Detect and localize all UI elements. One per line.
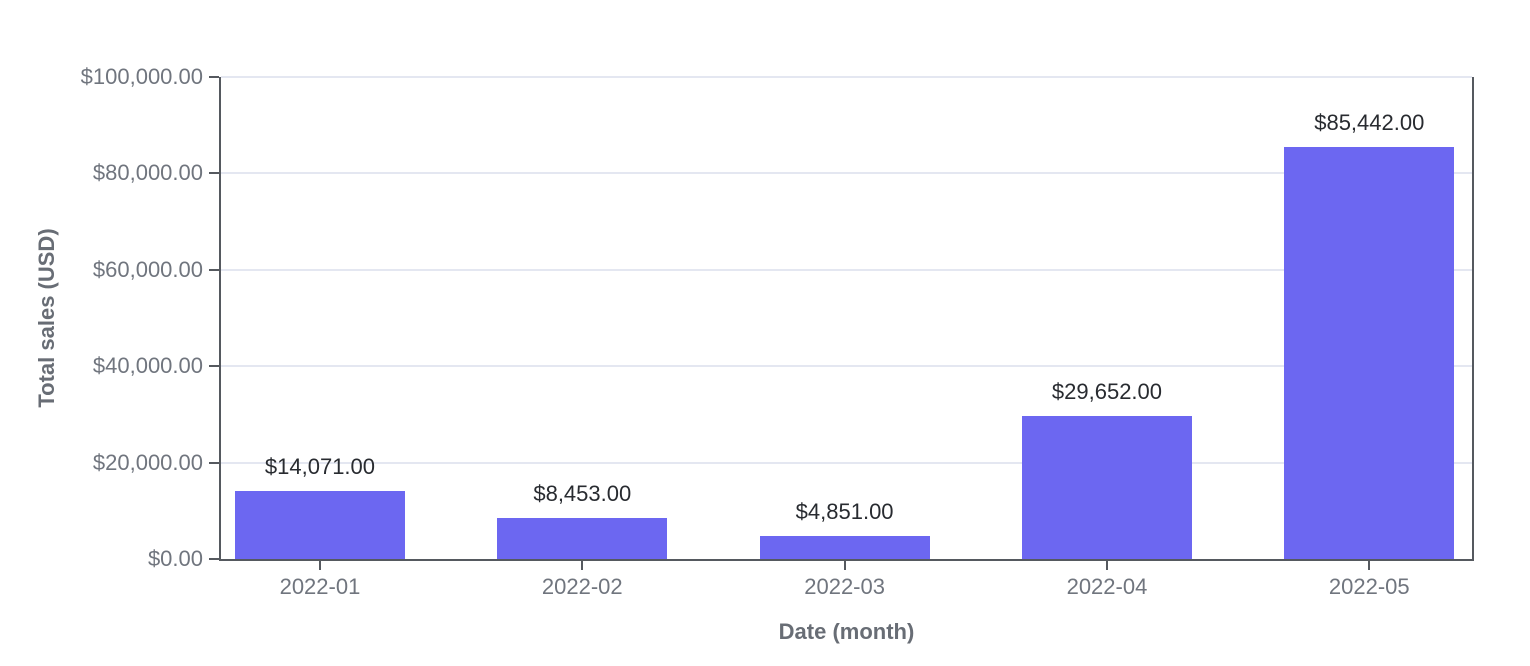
plot-area: $14,071.00 $8,453.00 $4,851.00 $29,652.00 $8… <box>219 76 1474 561</box>
bar-value-label: $29,652.00 <box>1051 379 1163 405</box>
bar-value-label: $4,851.00 <box>795 498 894 524</box>
y-tick-label: $100,000.00 <box>80 64 203 89</box>
x-tick-label-2022-05: 2022-05 <box>1328 574 1410 599</box>
y-tick-mark <box>209 268 219 271</box>
y-axis-title: Total sales (USD) <box>34 228 59 408</box>
x-tick-mark <box>581 561 584 570</box>
y-tick-mark <box>209 172 219 175</box>
x-axis-title: Date (month) <box>778 619 915 644</box>
bar-value-label: $85,442.00 <box>1314 110 1425 136</box>
gridline <box>221 76 1472 78</box>
bar-value-label: $14,071.00 <box>264 454 376 480</box>
x-tick-label-2022-03: 2022-03 <box>804 574 885 599</box>
gridline <box>221 268 1472 271</box>
bar-2022-01[interactable] <box>234 491 405 559</box>
gridline <box>221 365 1472 368</box>
x-tick-label-2022-01: 2022-01 <box>279 574 361 599</box>
y-tick-label: $60,000.00 <box>92 256 203 282</box>
x-tick-label-2022-02: 2022-02 <box>541 574 623 599</box>
y-tick-mark <box>209 558 219 560</box>
x-tick-mark <box>318 561 321 570</box>
bar-2022-04[interactable] <box>1021 416 1192 559</box>
y-tick-label: $0.00 <box>147 546 203 571</box>
x-tick-mark <box>1368 561 1371 570</box>
y-tick-mark <box>209 461 219 464</box>
x-tick-label-2022-04: 2022-04 <box>1066 574 1148 599</box>
y-tick-label: $80,000.00 <box>92 160 203 186</box>
y-tick-label: $20,000.00 <box>92 449 203 475</box>
y-tick-mark <box>209 76 219 78</box>
bar-2022-05[interactable] <box>1284 147 1455 559</box>
x-tick-mark <box>1105 561 1108 570</box>
gridline <box>221 172 1472 175</box>
bar-2022-02[interactable] <box>497 518 668 559</box>
x-tick-mark <box>843 561 846 570</box>
y-tick-label: $40,000.00 <box>92 353 203 379</box>
bar-value-label: $8,453.00 <box>533 481 632 507</box>
bar-2022-03[interactable] <box>759 535 930 559</box>
y-tick-mark <box>209 365 219 368</box>
gridline <box>221 461 1472 464</box>
